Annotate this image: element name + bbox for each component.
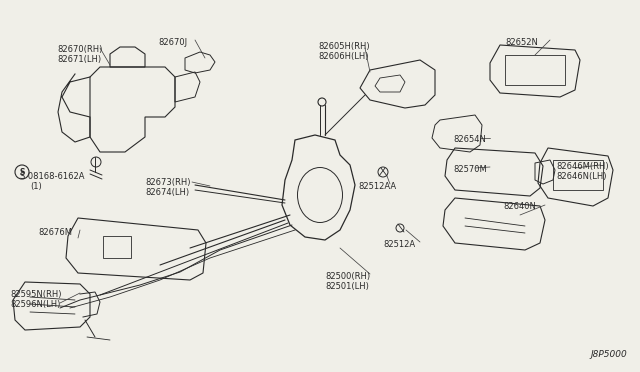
Text: 82671(LH): 82671(LH) [57,55,101,64]
Text: 82512AA: 82512AA [358,182,396,191]
Text: 82670J: 82670J [158,38,187,47]
Text: 82673(RH): 82673(RH) [145,178,191,187]
Text: (1): (1) [30,182,42,191]
Text: 82652N: 82652N [505,38,538,47]
Text: S 08168-6162A: S 08168-6162A [20,172,84,181]
Bar [553,160,603,190]
Text: 82500(RH): 82500(RH) [325,272,370,281]
Text: 82595N(RH): 82595N(RH) [10,290,61,299]
Text: 82605H(RH): 82605H(RH) [318,42,370,51]
Text: 82670(RH): 82670(RH) [57,45,102,54]
Text: 82640N: 82640N [503,202,536,211]
Text: J8P5000: J8P5000 [590,350,627,359]
Text: 82674(LH): 82674(LH) [145,188,189,197]
Text: 82646M(RH): 82646M(RH) [556,162,609,171]
Text: 82676M: 82676M [38,228,72,237]
Bar [103,236,131,258]
Text: 82606H(LH): 82606H(LH) [318,52,369,61]
Text: 82596N(LH): 82596N(LH) [10,300,60,309]
Text: 82646N(LH): 82646N(LH) [556,172,607,181]
Text: 82512A: 82512A [383,240,415,249]
Text: 82501(LH): 82501(LH) [325,282,369,291]
Text: 82654N: 82654N [453,135,486,144]
Text: S: S [19,167,25,176]
Bar [505,55,565,85]
Text: 82570M: 82570M [453,165,487,174]
